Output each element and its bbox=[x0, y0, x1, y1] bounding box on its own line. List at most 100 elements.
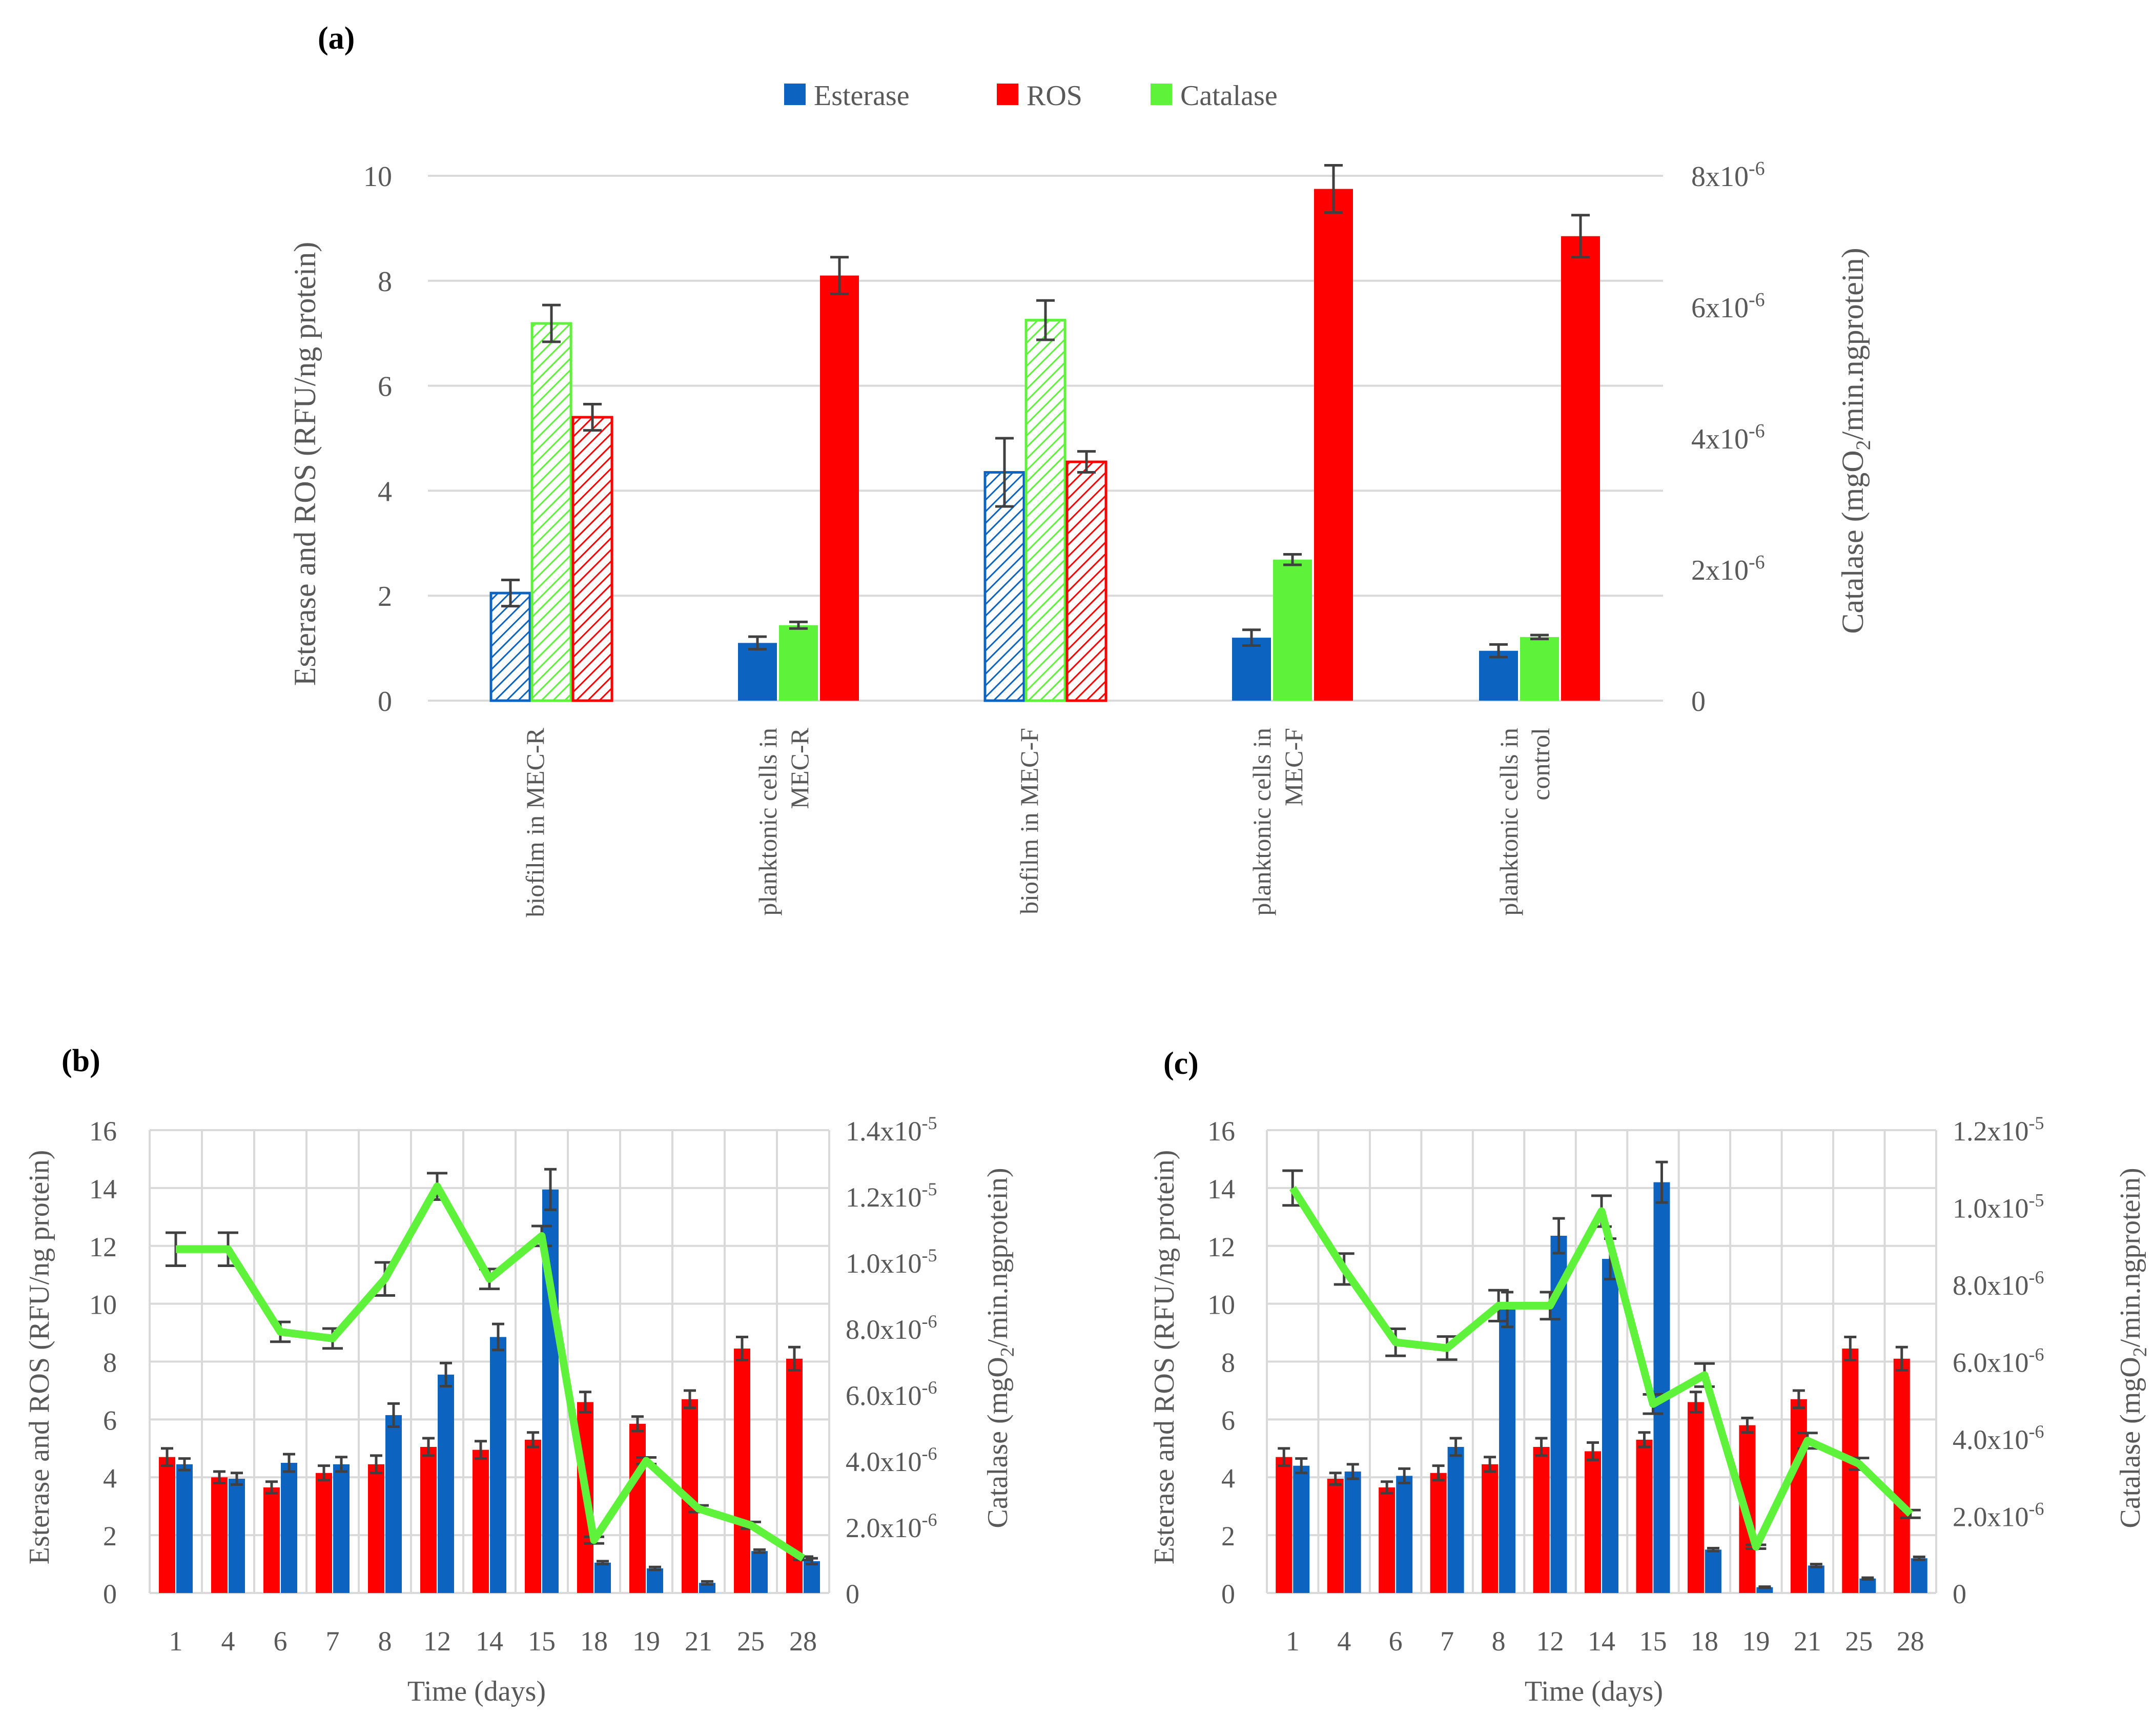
panel-a-ytick-label: 0 bbox=[378, 686, 392, 718]
panel-b-bar-ros bbox=[525, 1439, 541, 1593]
panel-c-bar-ros bbox=[1687, 1402, 1704, 1593]
panel-c-ytick-label: 12 bbox=[1207, 1232, 1235, 1262]
panel-b-y2tick-exponent: -5 bbox=[922, 1113, 937, 1133]
panel-b-xtick-label: 14 bbox=[476, 1626, 503, 1657]
panel-a-y2tick-label: 2x10-6 bbox=[1691, 552, 1765, 586]
legend-catalase-swatch bbox=[1151, 84, 1172, 105]
panel-b-xtick-label: 1 bbox=[169, 1626, 183, 1657]
panel-a-ytick-label: 2 bbox=[378, 581, 392, 612]
panel-a-bar-catalase bbox=[530, 322, 572, 702]
panel-c-bar-ros bbox=[1585, 1451, 1601, 1593]
panel-c-ylabel: Esterase and ROS (RFU/ng protein) bbox=[1148, 1150, 1180, 1565]
panel-a-ytick-label: 4 bbox=[378, 476, 392, 507]
panel-a-bar-ros bbox=[1314, 189, 1353, 701]
panel-c-bar-esterase bbox=[1911, 1558, 1927, 1593]
panel-c-xtick-label: 8 bbox=[1492, 1626, 1506, 1657]
panel-a-bar-ros bbox=[820, 275, 859, 701]
panel-b-bar-esterase bbox=[438, 1374, 454, 1593]
panel-b-bar-esterase bbox=[490, 1337, 506, 1593]
panel-a-bar-catalase bbox=[1520, 637, 1559, 701]
panel-c-y2tick-exponent: -6 bbox=[2029, 1344, 2044, 1365]
panel-c-ytick-label: 16 bbox=[1207, 1116, 1235, 1147]
panel-a-ytick-label: 8 bbox=[378, 266, 392, 298]
panel-b-y2tick-label: 1.2x10-5 bbox=[846, 1179, 937, 1213]
panel-c-xtick-label: 14 bbox=[1588, 1626, 1615, 1657]
panel-b-y2label-part2: /min.ngprotein) bbox=[982, 1168, 1014, 1347]
panel-c-y2tick-exponent: -6 bbox=[2029, 1267, 2044, 1288]
panel-c-bar-ros bbox=[1636, 1439, 1653, 1593]
panel-b-ylabel: Esterase and ROS (RFU/ng protein) bbox=[24, 1150, 55, 1565]
panel-c-xtick-label: 12 bbox=[1536, 1626, 1564, 1657]
panel-c-label: (c) bbox=[1163, 1046, 1199, 1081]
panel-b-bar-ros bbox=[263, 1487, 280, 1593]
panel-c-bar-esterase bbox=[1653, 1182, 1670, 1593]
panel-b-y2tick-exponent: -5 bbox=[922, 1179, 937, 1199]
panel-a-bar-ros bbox=[1561, 236, 1600, 701]
panel-a-xtick-label: biofilm in MEC-F bbox=[1015, 728, 1043, 914]
panel-c-bar-esterase bbox=[1293, 1465, 1310, 1593]
panel-c-y2label-part2: /min.ngprotein) bbox=[2115, 1168, 2146, 1347]
panel-b-y2tick-label: 4.0x10-6 bbox=[846, 1443, 937, 1477]
panel-b-y2tick-exponent: -6 bbox=[922, 1443, 937, 1464]
panel-c-chart: 024681012141602.0x10-64.0x10-66.0x10-68.… bbox=[1207, 1113, 2044, 1657]
panel-a-bar-esterase bbox=[738, 643, 777, 701]
panel-c-bar-esterase bbox=[1756, 1587, 1773, 1593]
panel-c-bar-ros bbox=[1790, 1399, 1807, 1593]
panel-a-bar-catalase bbox=[779, 625, 818, 701]
panel-b-bar-ros bbox=[629, 1423, 646, 1593]
panel-b-bar-esterase bbox=[176, 1464, 193, 1593]
panel-a-xtick-label-line: planktonic cells in bbox=[753, 728, 782, 916]
panel-a-y2tick-exponent: -6 bbox=[1749, 158, 1765, 179]
panel-b-y2label-sub: 2 bbox=[997, 1347, 1018, 1357]
panel-c-y2tick-label: 1.2x10-5 bbox=[1953, 1113, 2044, 1147]
panel-b-y2tick-exponent: -6 bbox=[922, 1509, 937, 1530]
panel-a-ytick-label: 10 bbox=[363, 161, 392, 193]
panel-b-xlabel: Time (days) bbox=[407, 1676, 546, 1707]
panel-c-y2tick-label: 8.0x10-6 bbox=[1953, 1267, 2044, 1301]
panel-c-y2tick-exponent: -5 bbox=[2029, 1190, 2044, 1211]
panel-c-ytick-label: 4 bbox=[1221, 1463, 1235, 1494]
panel-c-bar-esterase bbox=[1808, 1565, 1824, 1593]
panel-a-xtick-label-line: planktonic cells in bbox=[1494, 728, 1523, 916]
panel-b-xtick-label: 8 bbox=[378, 1626, 392, 1657]
panel-c-y2label-sub: 2 bbox=[2129, 1347, 2151, 1357]
panel-b-y2label: Catalase (mgO2/min.ngprotein) bbox=[982, 1168, 1018, 1528]
panel-a-y2tick-label: 6x10-6 bbox=[1691, 289, 1765, 324]
panel-c-xtick-label: 25 bbox=[1845, 1626, 1873, 1657]
panel-c-xtick-label: 15 bbox=[1639, 1626, 1667, 1657]
panel-a-y2tick-exponent: -6 bbox=[1749, 289, 1765, 311]
panel-b-xtick-label: 4 bbox=[221, 1626, 235, 1657]
panel-a-y2tick-label: 0 bbox=[1691, 686, 1706, 718]
panel-c-xtick-label: 6 bbox=[1389, 1626, 1403, 1657]
panel-b-bar-esterase bbox=[333, 1464, 350, 1593]
panel-c-y2tick-label: 6.0x10-6 bbox=[1953, 1344, 2044, 1378]
panel-a-xtick-label: planktonic cells in control bbox=[1494, 728, 1555, 916]
panel-b-bar-esterase bbox=[751, 1551, 768, 1593]
panel-c-xtick-label: 7 bbox=[1440, 1626, 1454, 1657]
panel-b-xtick-label: 21 bbox=[685, 1626, 712, 1657]
panel-a-y2tick-label: 8x10-6 bbox=[1691, 158, 1765, 193]
panel-c-bar-ros bbox=[1533, 1446, 1550, 1593]
panel-c-bar-ros bbox=[1893, 1358, 1910, 1593]
panel-a-y2tick-label: 4x10-6 bbox=[1691, 420, 1765, 455]
panel-b-ytick-label: 0 bbox=[103, 1579, 117, 1609]
panel-b-y2tick-label: 0 bbox=[846, 1579, 859, 1609]
panel-a-y2tick-exponent: -6 bbox=[1749, 552, 1765, 573]
panel-b-label: (b) bbox=[61, 1044, 100, 1078]
panel-a-ylabel: Esterase and ROS (RFU/ng protein) bbox=[288, 242, 322, 686]
panel-c-y2tick-exponent: -6 bbox=[2029, 1421, 2044, 1442]
panel-c-bar-ros bbox=[1379, 1487, 1396, 1593]
panel-b-bar-ros bbox=[211, 1477, 228, 1593]
panel-c-y2tick-label: 4.0x10-6 bbox=[1953, 1421, 2044, 1455]
panel-b-xtick-label: 18 bbox=[580, 1626, 608, 1657]
panel-c-y2tick-exponent: -5 bbox=[2029, 1113, 2044, 1133]
panel-b-bar-esterase bbox=[281, 1463, 297, 1593]
panel-a-bar-esterase bbox=[983, 471, 1025, 702]
legend-ros-swatch bbox=[997, 84, 1018, 105]
legend-esterase-label: Esterase bbox=[814, 80, 910, 112]
panel-b-bar-esterase bbox=[385, 1415, 402, 1593]
panel-a-y2label-part1: Catalase (mgO bbox=[1836, 450, 1870, 634]
panel-a-xtick-label: biofilm in MEC-R bbox=[521, 727, 549, 917]
panel-c-bar-ros bbox=[1327, 1479, 1344, 1593]
panel-b-bar-ros bbox=[368, 1464, 384, 1593]
